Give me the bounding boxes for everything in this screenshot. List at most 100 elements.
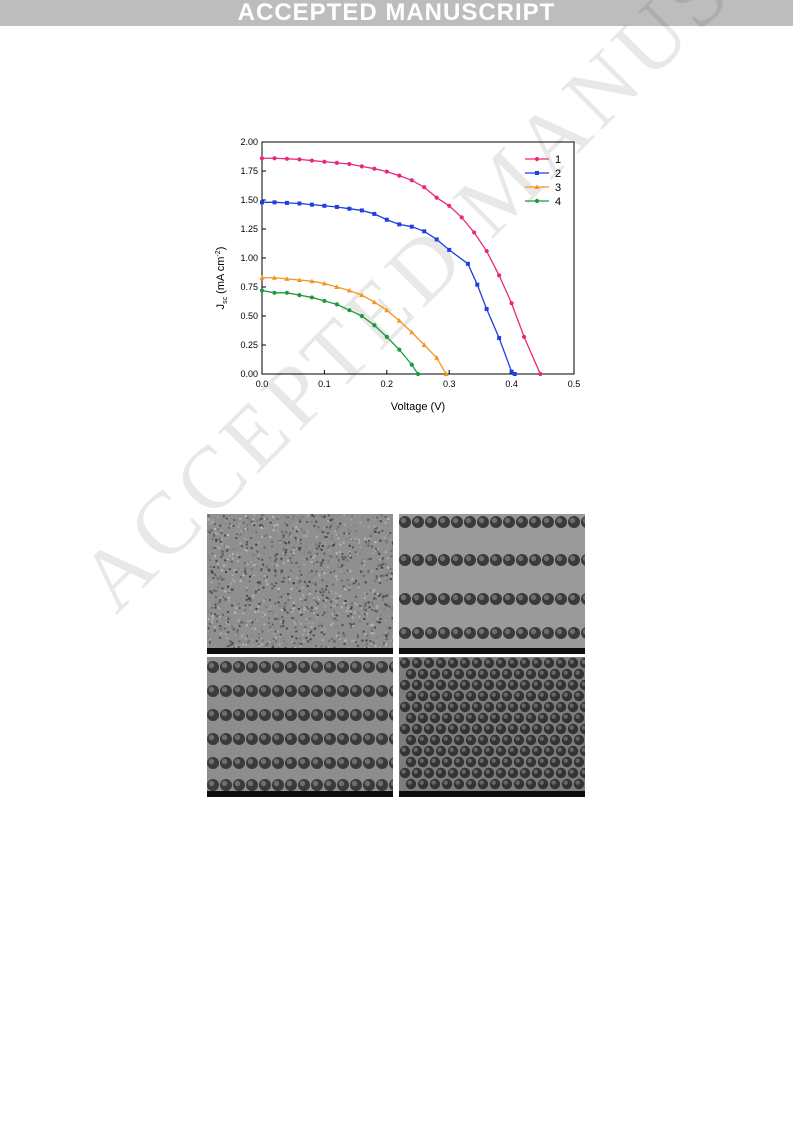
sem-grain <box>265 518 268 521</box>
sem-grain <box>214 555 216 558</box>
sem-grain <box>299 580 302 583</box>
sem-grain <box>293 642 296 645</box>
sem-grain <box>333 521 336 524</box>
sem-sphere-highlight <box>407 670 412 675</box>
sem-grain <box>232 524 235 527</box>
sem-grain <box>253 524 256 527</box>
sem-grain <box>256 550 259 553</box>
sem-sphere <box>390 686 393 693</box>
sem-grain <box>288 534 291 537</box>
sem-grain <box>243 608 246 611</box>
sem-grain <box>384 619 387 622</box>
sem-sphere <box>582 628 585 635</box>
sem-sphere-highlight <box>575 780 580 785</box>
sem-grain <box>372 637 374 640</box>
sem-grain <box>225 618 228 621</box>
sem-grain <box>214 606 217 609</box>
sem-grain <box>245 643 248 646</box>
sem-grain <box>363 617 366 620</box>
sem-grain <box>336 604 339 607</box>
sem-sphere-highlight <box>551 736 556 741</box>
sem-grain <box>362 574 365 577</box>
y-label-main: J <box>215 304 227 310</box>
sem-sphere <box>364 662 371 669</box>
sem-sphere-highlight <box>563 736 568 741</box>
sem-grain <box>224 545 226 548</box>
sem-grain <box>350 606 353 609</box>
sem-grain <box>247 597 250 600</box>
sem-sphere-highlight <box>425 659 430 664</box>
sem-grain <box>282 622 285 625</box>
series-1-point <box>359 164 364 169</box>
sem-grain <box>349 530 352 533</box>
sem-grain <box>369 535 372 537</box>
sem-grain <box>313 585 315 588</box>
sem-grain <box>258 643 261 646</box>
sem-grain <box>218 607 221 610</box>
sem-grain <box>387 566 390 569</box>
sem-grain <box>224 627 227 630</box>
sem-sphere-highlight <box>473 681 478 686</box>
y-tick-label: 0.75 <box>240 282 258 292</box>
series-1 <box>259 156 543 377</box>
sem-grain <box>290 640 293 643</box>
sem-grain <box>350 624 353 627</box>
sem-grain <box>372 552 375 555</box>
sem-grain <box>238 570 241 573</box>
sem-sphere <box>465 594 472 601</box>
sem-grain <box>266 583 269 586</box>
sem-grain <box>310 629 313 632</box>
sem-grain <box>337 525 339 528</box>
series-2-point <box>372 211 377 216</box>
sem-grain <box>243 570 246 573</box>
sem-grain <box>306 520 309 523</box>
chart-series <box>259 156 543 377</box>
sem-grain <box>303 629 306 632</box>
sem-grain <box>299 570 301 573</box>
sem-grain <box>351 560 354 563</box>
sem-grain <box>236 560 239 563</box>
sem-grain <box>361 567 364 570</box>
sem-grain <box>263 546 266 549</box>
sem-grain <box>235 612 238 615</box>
sem-grain <box>282 546 285 549</box>
sem-sphere <box>325 780 332 787</box>
sem-grain <box>360 561 363 564</box>
sem-sphere <box>530 628 537 635</box>
sem-grain <box>227 621 229 624</box>
sem-sphere <box>413 555 420 562</box>
sem-grain <box>384 603 387 606</box>
sem-sphere-highlight <box>551 780 556 785</box>
sem-grain <box>308 592 311 595</box>
sem-sphere-highlight <box>533 703 538 708</box>
sem-grain <box>221 550 224 553</box>
sem-grain <box>239 580 242 582</box>
sem-grain <box>215 539 217 542</box>
sem-grain <box>208 586 211 589</box>
sem-grain <box>392 635 393 638</box>
sem-sphere <box>286 662 293 669</box>
sem-grain <box>227 611 230 613</box>
sem-grain <box>332 544 334 547</box>
sem-grain <box>261 535 263 538</box>
sem-grain <box>305 587 307 590</box>
sem-sphere-highlight <box>401 725 406 730</box>
sem-sphere-highlight <box>539 758 544 763</box>
sem-grain <box>294 623 297 626</box>
sem-sphere <box>247 734 254 741</box>
sem-sphere <box>260 710 267 717</box>
sem-grain <box>367 591 370 594</box>
sem-grain <box>358 565 361 568</box>
sem-grain <box>274 570 277 573</box>
series-4-point <box>397 347 402 352</box>
sem-grain <box>358 541 361 544</box>
sem-sphere-highlight <box>557 659 562 664</box>
sem-grain <box>218 628 221 631</box>
sem-grain <box>315 570 318 573</box>
sem-grain <box>248 639 251 642</box>
sem-grain <box>349 609 352 612</box>
sem-grain <box>251 530 254 533</box>
sem-grain <box>238 522 241 525</box>
sem-grain <box>290 550 292 553</box>
sem-sphere <box>208 662 215 669</box>
